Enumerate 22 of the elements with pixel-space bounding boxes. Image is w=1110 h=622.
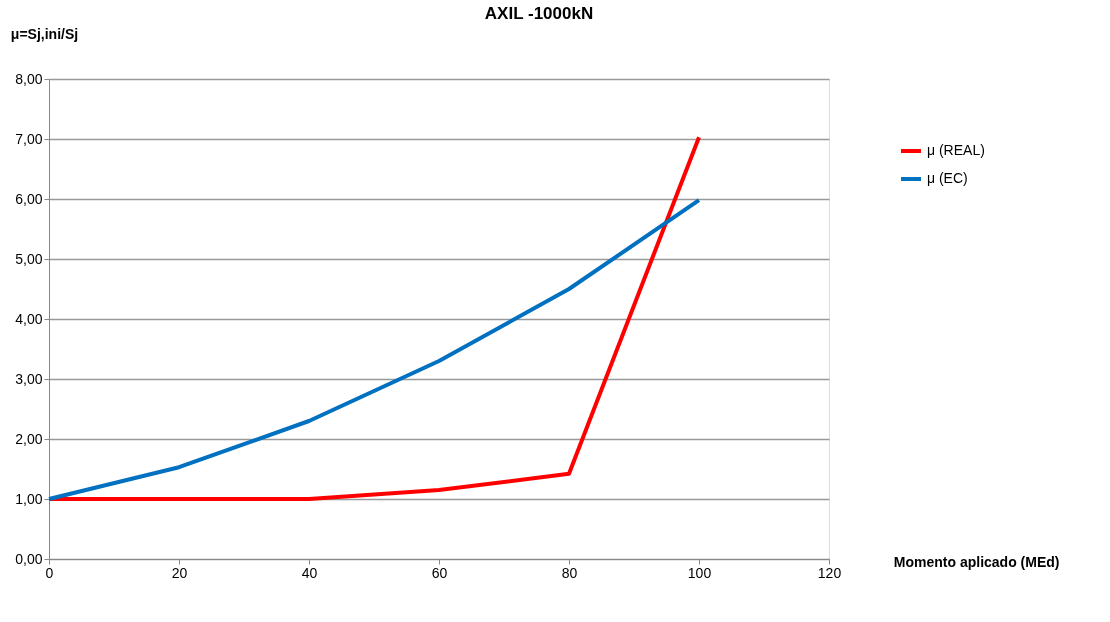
y-tick-label: 0,00 bbox=[15, 550, 43, 567]
y-axis-title: μ=Sj,ini/Sj bbox=[10, 25, 79, 42]
y-tick-label: 1,00 bbox=[15, 490, 43, 507]
x-tick-label: 0 bbox=[45, 564, 54, 581]
x-tick-label: 20 bbox=[171, 564, 188, 581]
legend-label: μ (REAL) bbox=[927, 142, 985, 158]
y-tick-label: 4,00 bbox=[15, 310, 43, 327]
x-tick-label: 60 bbox=[431, 564, 448, 581]
y-tick-label: 7,00 bbox=[15, 130, 43, 147]
y-tick-label: 2,00 bbox=[15, 430, 43, 447]
line-series bbox=[47, 198, 701, 501]
y-tick-label: 6,00 bbox=[15, 190, 43, 207]
x-tick-label: 80 bbox=[561, 564, 578, 581]
y-tick-label: 3,00 bbox=[15, 370, 43, 387]
y-tick-label: 8,00 bbox=[15, 70, 43, 87]
legend-label: μ (EC) bbox=[927, 170, 968, 186]
y-tick-label: 5,00 bbox=[15, 250, 43, 267]
x-tick-label: 100 bbox=[687, 564, 712, 581]
chart-title: AXIL -1000kN bbox=[484, 4, 594, 23]
x-tick-label: 120 bbox=[817, 564, 842, 581]
x-tick-label: 40 bbox=[301, 564, 318, 581]
x-axis-title: Momento aplicado (MEd) bbox=[893, 553, 1060, 570]
